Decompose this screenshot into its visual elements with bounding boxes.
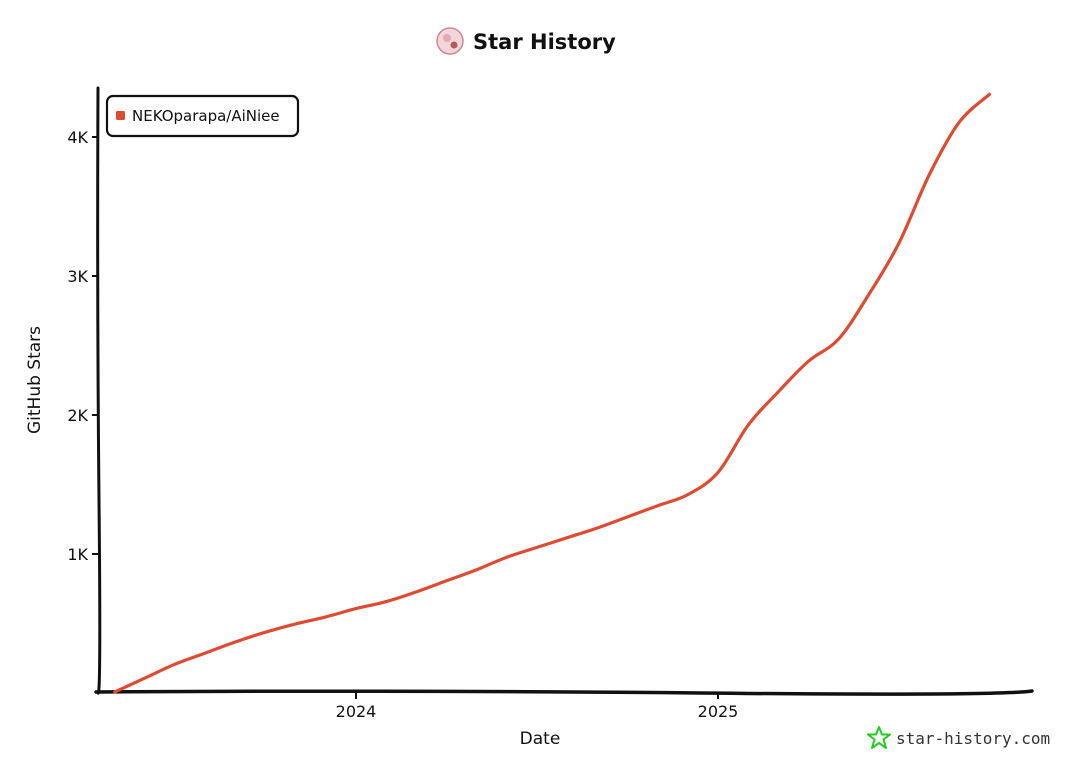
y-axis-line xyxy=(96,86,102,695)
branding-site-text: star-history.com xyxy=(896,729,1050,748)
x-axis-line xyxy=(94,689,1034,696)
y-tick-label-3k: 3K xyxy=(67,267,88,286)
avatar-icon xyxy=(436,27,464,55)
series-line-nekoparapa-ainiee xyxy=(113,92,992,694)
y-axis-title: GitHub Stars xyxy=(25,326,45,434)
legend-label: NEKOparapa/AiNiee xyxy=(132,107,280,125)
y-tick-label-4k: 4K xyxy=(67,128,88,147)
x-axis-title: Date xyxy=(520,729,561,749)
x-axis-ticks: 2024 2025 xyxy=(336,693,739,721)
chart-title-text: Star History xyxy=(473,30,616,54)
y-tick-label-1k: 1K xyxy=(67,545,88,564)
legend: NEKOparapa/AiNiee xyxy=(105,94,300,138)
legend-box xyxy=(105,94,300,138)
legend-swatch xyxy=(116,111,125,120)
y-tick-label-2k: 2K xyxy=(67,406,88,425)
x-tick-label-2024: 2024 xyxy=(336,702,377,721)
x-tick-label-2025: 2025 xyxy=(698,702,739,721)
y-axis-ticks: 1K 2K 3K 4K xyxy=(67,128,98,564)
chart-title: Star History xyxy=(436,27,616,55)
star-icon xyxy=(867,726,891,749)
branding: star-history.com xyxy=(867,726,1050,749)
